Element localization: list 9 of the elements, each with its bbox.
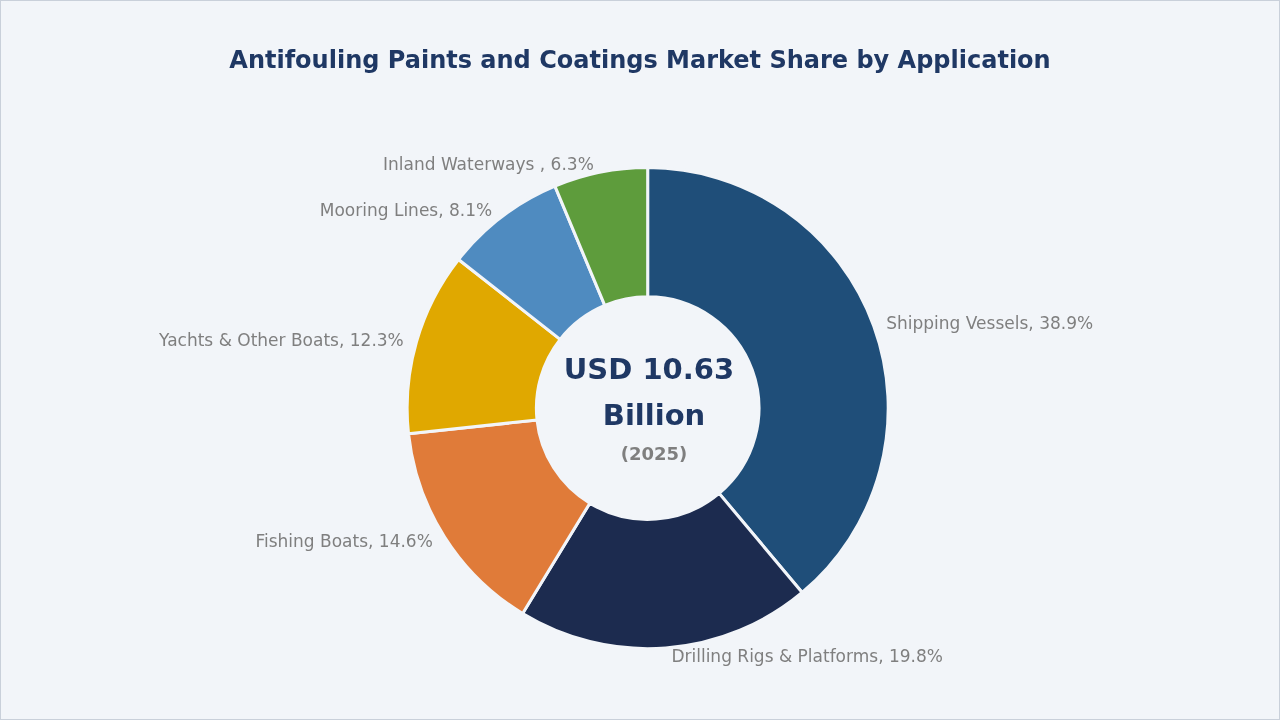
slice-label: Shipping Vessels, 38.9% <box>886 313 1094 334</box>
slice-label: Drilling Rigs & Platforms, 19.8% <box>671 645 943 666</box>
slice-label: Fishing Boats, 14.6% <box>255 531 433 552</box>
chart-title: Antifouling Paints and Coatings Market Share by Application <box>229 46 1051 74</box>
slice-label: Yachts & Other Boats, 12.3% <box>158 329 404 350</box>
slice-label: Mooring Lines, 8.1% <box>319 200 493 221</box>
slice-label: Inland Waterways , 6.3% <box>383 154 594 175</box>
text: (2025) <box>620 442 688 464</box>
text: USD 10.63 Billion <box>563 352 745 432</box>
